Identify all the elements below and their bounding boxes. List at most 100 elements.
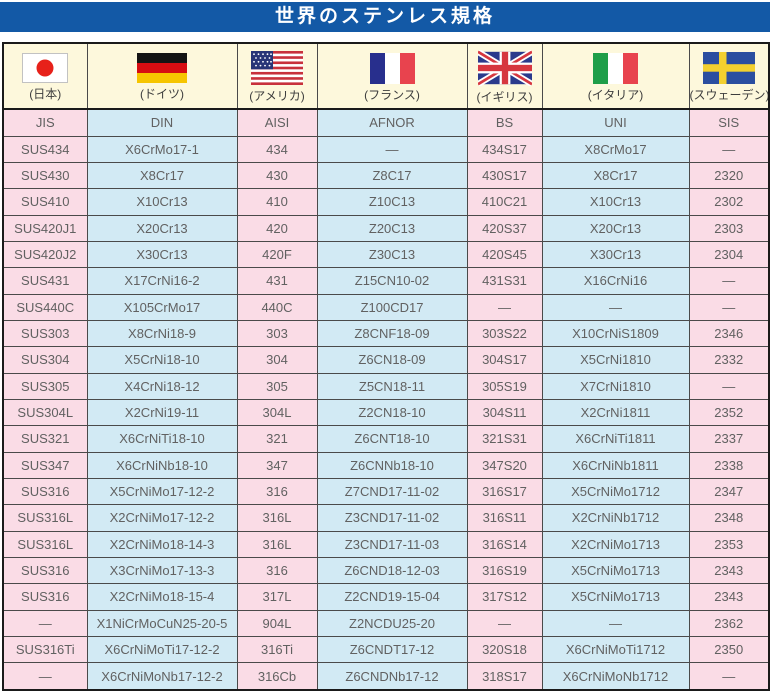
standard-cell: 2303 (688, 214, 770, 242)
standard-cell: X20Cr13 (541, 214, 690, 242)
standard-cell: 420 (236, 214, 318, 242)
sweden-flag-icon (702, 52, 755, 84)
table-row: SUS316L X2CrNiMo18-14-3 316L Z3CND17-11-03 3… (2, 530, 770, 558)
table-row: SUS303 X8CrNi18-9 303 Z8CNF18-09 303S22 X10Cr… (2, 319, 770, 348)
standard-cell: X6CrNiMoTi1712 (541, 635, 690, 664)
standard-cell: 2346 (688, 319, 770, 348)
standard-cell: 410 (236, 188, 318, 216)
standard-cell: X5CrNiMo1713 (541, 583, 690, 611)
country-label: (日本) (29, 87, 62, 101)
country-label: (ドイツ) (140, 87, 184, 101)
standard-cell: Z30C13 (316, 240, 468, 269)
standard-code-header: SIS (688, 108, 770, 137)
standard-cell: X6CrMo17-1 (86, 135, 238, 163)
country-header-japan: (日本) (2, 42, 88, 110)
standard-cell: X7CrNi1810 (541, 372, 690, 400)
table-row: SUS431 X17CrNi16-2 431 Z15CN10-02 431S31 X16C… (2, 267, 770, 295)
standard-cell: SUS420J2 (2, 240, 88, 269)
standard-cell: 321S31 (466, 425, 543, 453)
standard-cell: X6CrNiMoTi17-12-2 (86, 635, 238, 664)
standard-cell: X8CrMo17 (541, 135, 690, 163)
standard-cell: Z3CND17-11-03 (316, 530, 468, 558)
standard-cell: Z6CNT18-10 (316, 425, 468, 453)
standard-cell: X5CrNi18-10 (86, 346, 238, 374)
standard-cell: X8Cr17 (541, 161, 690, 190)
standard-cell: Z8C17 (316, 161, 468, 190)
standard-cell: SUS410 (2, 188, 88, 216)
usa-flag-icon (251, 51, 303, 85)
standard-cell: SUS316 (2, 583, 88, 611)
country-header-sweden: (スウェーデン) (688, 42, 770, 110)
table-row: SUS316L X2CrNiMo17-12-2 316L Z3CND17-11-02 3… (2, 504, 770, 532)
standard-cell: 347 (236, 451, 318, 479)
standard-cell: X8Cr17 (86, 161, 238, 190)
country-header-france: (フランス) (316, 42, 468, 110)
standard-cell: — (688, 372, 770, 400)
table-row: SUS410 X10Cr13 410 Z10C13 410C21 X10Cr13 2302 (2, 188, 770, 216)
standard-cell: 316L (236, 504, 318, 532)
standards-table: (日本) (ドイツ) (2, 42, 770, 691)
standard-cell: — (688, 662, 770, 691)
country-label: (フランス) (364, 87, 420, 102)
page-title: 世界のステンレス規格 (0, 2, 770, 32)
standard-cell: 2353 (688, 530, 770, 558)
table-row: SUS316 X2CrNiMo18-15-4 317L Z2CND19-15-04 31… (2, 583, 770, 611)
standard-cell: 434 (236, 135, 318, 163)
standard-cell: SUS316Ti (2, 635, 88, 664)
standard-cell: 316Cb (236, 662, 318, 691)
standard-cell: 430 (236, 161, 318, 190)
standard-cell: X5CrNi1810 (541, 346, 690, 374)
country-header-italy: (イタリア) (541, 42, 690, 110)
standard-code-header: AFNOR (316, 108, 468, 137)
standard-cell: SUS316 (2, 477, 88, 506)
standard-cell: Z6CNNb18-10 (316, 451, 468, 479)
standard-code-header: UNI (541, 108, 690, 137)
standard-cell: 2348 (688, 504, 770, 532)
standard-cell: 904L (236, 609, 318, 637)
standard-cell: X5CrNiMo17-12-2 (86, 477, 238, 506)
standard-cell: — (2, 609, 88, 637)
standard-cell: 316S14 (466, 530, 543, 558)
standard-cell: Z8CNF18-09 (316, 319, 468, 348)
standard-cell: SUS316L (2, 530, 88, 558)
standard-cell: Z6CNDNb17-12 (316, 662, 468, 691)
standard-cell: X2CrNi19-11 (86, 398, 238, 427)
standard-cell: 304L (236, 398, 318, 427)
country-label: (アメリカ) (249, 89, 305, 103)
italy-flag-icon (593, 52, 638, 84)
standard-cell: 2338 (688, 451, 770, 479)
standard-code-header: BS (466, 108, 543, 137)
standard-cell: 303 (236, 319, 318, 348)
standard-cell: 2343 (688, 583, 770, 611)
standard-cell: 316S11 (466, 504, 543, 532)
standard-cell: — (541, 609, 690, 637)
standard-cell: Z10C13 (316, 188, 468, 216)
standard-cell: 431 (236, 267, 318, 295)
standard-cell: 317S12 (466, 583, 543, 611)
standard-cell: X2CrNiMo18-15-4 (86, 583, 238, 611)
standard-cell: 304 (236, 346, 318, 374)
standard-cell: 2350 (688, 635, 770, 664)
standard-cell: X1NiCrMoCuN25-20-5 (86, 609, 238, 637)
uk-flag-icon (475, 49, 534, 87)
germany-flag-icon (137, 53, 187, 83)
standard-cell: 420F (236, 240, 318, 269)
standard-cell: X3CrNiMo17-13-3 (86, 556, 238, 585)
standard-cell: 2304 (688, 240, 770, 269)
standard-cell: 316S19 (466, 556, 543, 585)
standard-cell: 434S17 (466, 135, 543, 163)
table-row: SUS316Ti X6CrNiMoTi17-12-2 316Ti Z6CNDT17-1… (2, 635, 770, 664)
standard-cell: 347S20 (466, 451, 543, 479)
standard-cell: Z15CN10-02 (316, 267, 468, 295)
table-row: SUS305 X4CrNi18-12 305 Z5CN18-11 305S19 X7CrN… (2, 372, 770, 400)
standard-cell: 316S17 (466, 477, 543, 506)
standard-cell: X2CrNiMo17-12-2 (86, 504, 238, 532)
standard-code-header: JIS (2, 108, 88, 137)
standard-cell: Z3CND17-11-02 (316, 504, 468, 532)
standard-cell: X5CrNiMo1713 (541, 556, 690, 585)
standard-cell: SUS305 (2, 372, 88, 400)
standard-cell: X30Cr13 (541, 240, 690, 269)
table-row: — X6CrNiMoNb17-12-2 316Cb Z6CNDNb17-12 318S1… (2, 662, 770, 691)
standard-cell: 410C21 (466, 188, 543, 216)
country-label: (スウェーデン) (689, 88, 769, 102)
